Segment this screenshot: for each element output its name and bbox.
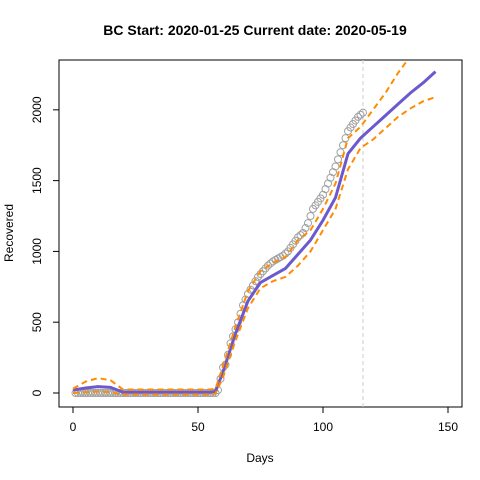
plot-frame [58, 59, 463, 408]
y-tick-label: 1000 [30, 238, 44, 265]
fit-line [72, 70, 437, 394]
y-tick-label: 500 [30, 312, 44, 332]
data-point [301, 224, 310, 233]
data-point [261, 264, 270, 273]
data-point [306, 212, 315, 221]
x-tick-label: 100 [313, 420, 333, 434]
y-tick-label: 0 [30, 389, 44, 396]
data-point [304, 219, 312, 228]
data-point [359, 108, 367, 117]
data-point [356, 110, 365, 119]
x-axis-label: Days [246, 451, 273, 465]
confidence-band [72, 96, 436, 396]
plot-area [71, 60, 437, 407]
data-point [354, 112, 362, 121]
confidence-band [72, 60, 409, 391]
y-axis-label: Recovered [2, 204, 16, 262]
chart-title: BC Start: 2020-01-25 Current date: 2020-… [103, 22, 407, 38]
x-tick-label: 150 [438, 420, 458, 434]
x-tick-label: 0 [70, 420, 77, 434]
data-point [331, 162, 340, 171]
y-tick-label: 2000 [30, 96, 44, 123]
y-tick-label: 1500 [30, 167, 44, 194]
x-tick-label: 50 [191, 420, 205, 434]
data-point [264, 261, 272, 270]
data-point [251, 277, 260, 286]
data-point [334, 155, 342, 164]
